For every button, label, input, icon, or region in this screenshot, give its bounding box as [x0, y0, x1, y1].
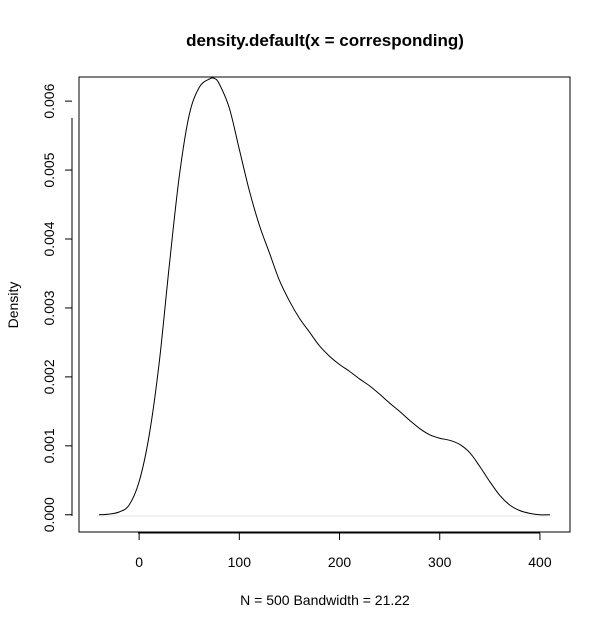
y-axis-ticks: 0.000 0.001 0.002 0.003 0.004 0.005 0.006 [41, 83, 72, 532]
y-tick-label: 0.003 [41, 290, 57, 325]
x-axis-ticks: 0 100 200 300 400 [135, 533, 552, 570]
x-tick-label: 200 [328, 554, 352, 570]
x-tick-label: 100 [228, 554, 252, 570]
x-tick-label: 400 [528, 554, 552, 570]
x-tick-label: 0 [135, 554, 143, 570]
y-axis-label: Density [5, 282, 21, 329]
y-tick-label: 0.006 [41, 83, 57, 118]
x-axis-label: N = 500 Bandwidth = 21.22 [240, 592, 410, 608]
y-tick-label: 0.005 [41, 152, 57, 187]
y-tick-label: 0.002 [41, 359, 57, 394]
y-tick-label: 0.000 [41, 497, 57, 532]
y-tick-label: 0.001 [41, 428, 57, 463]
y-tick-label: 0.004 [41, 221, 57, 256]
chart-title: density.default(x = corresponding) [186, 31, 464, 50]
density-curve [99, 77, 550, 516]
x-tick-label: 300 [428, 554, 452, 570]
plot-area [78, 76, 571, 533]
